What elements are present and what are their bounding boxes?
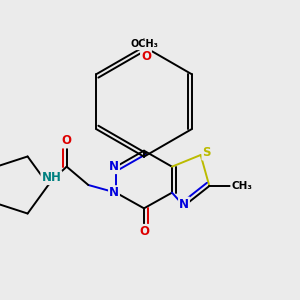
Text: NH: NH — [41, 171, 61, 184]
Text: N: N — [179, 197, 189, 211]
Text: S: S — [202, 146, 211, 160]
Text: O: O — [62, 134, 72, 148]
Text: CH₃: CH₃ — [231, 181, 252, 191]
Text: OCH₃: OCH₃ — [130, 39, 158, 49]
Text: O: O — [139, 225, 149, 238]
Text: O: O — [141, 50, 151, 63]
Text: N: N — [109, 160, 119, 173]
Text: N: N — [109, 186, 119, 199]
